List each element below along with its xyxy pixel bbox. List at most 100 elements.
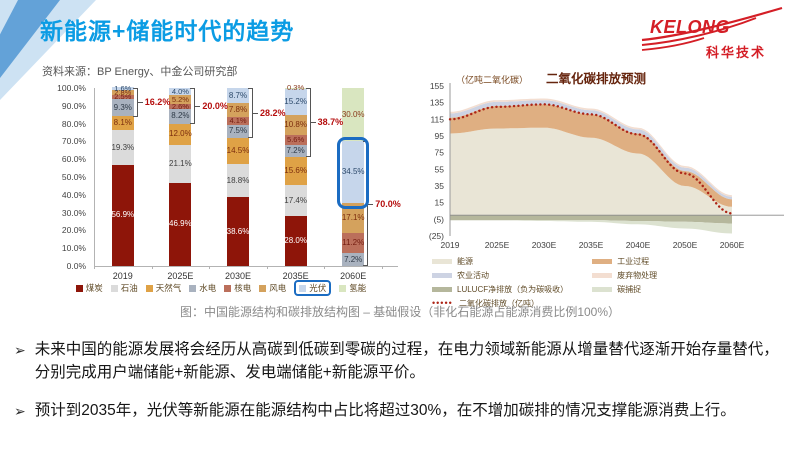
bar-segment-label: 18.8%: [226, 175, 250, 185]
bracket-percent-label: 20.0%: [202, 100, 228, 111]
bracket-connector: [137, 102, 143, 104]
co2-forecast-area-chart: 155 135 115 95 75 55 35 15 (5) (25) 2019 2025E 2030E…: [404, 70, 796, 309]
bracket-percent-label: 70.0%: [375, 198, 401, 209]
kelong-logo-graphic: KELONG 科华技术: [641, 6, 783, 60]
arrow-bullet-icon: ➢: [14, 402, 26, 419]
bar-segment-核电: 4.1%: [227, 117, 249, 125]
bar-segment-天然气: 14.5%: [227, 138, 249, 164]
bracket-connector: [195, 105, 201, 107]
bullet-text: 预计到2035年，光伏等新能源在能源结构中占比将超过30%，在不增加碳排的情况支…: [34, 401, 736, 419]
source-note: 资料来源：BP Energy、中金公司研究部: [42, 66, 238, 78]
energy-structure-bar-chart: 0.0% 10.0% 20.0% 30.0% 40.0% 50.0% 60.0% 70.0% 8…: [36, 78, 406, 304]
y-axis-tick-label: 75: [435, 148, 445, 158]
bar-segment-label: 12.0%: [169, 129, 192, 139]
bar-segment-label: 5.2%: [171, 94, 189, 104]
bar-segment-label: 7.2%: [286, 146, 305, 155]
bar-segment-水电: 8.2%: [169, 109, 192, 124]
bar-segment-label: 7.5%: [228, 126, 248, 136]
bar-segment-石油: 19.3%: [111, 130, 134, 165]
bracket-hook: [305, 155, 310, 157]
legend-item-碳捕捉: 碳捕捉: [592, 284, 657, 295]
bar-segment-label: 9.3%: [113, 102, 132, 112]
bar-segment-label: 15.2%: [284, 96, 307, 106]
legend-item-工业过程: 工业过程: [592, 256, 657, 267]
legend-label: 核电: [234, 283, 252, 293]
bullet-item: ➢ 预计到2035年，光伏等新能源在能源结构中占比将超过30%，在不增加碳排的情…: [14, 399, 790, 422]
bar-segment-风电: 10.8%: [284, 115, 307, 135]
area-series-能源: [450, 127, 732, 216]
y-axis-tick-label: 30.0%: [61, 207, 86, 218]
y-axis-tick-label: 35: [435, 181, 445, 191]
bracket-hook: [132, 115, 137, 117]
legend-swatch-icon: [592, 287, 613, 292]
legend-swatch-icon: [432, 259, 452, 264]
legend-swatch-icon: [224, 284, 232, 292]
legend-swatch-icon: [592, 273, 613, 278]
legend-label: 氢能: [349, 283, 367, 293]
x-axis-tick-label: 2019: [441, 240, 460, 250]
y-axis-unit-label: （亿吨二氧化碳）: [456, 74, 528, 85]
x-axis-tick-label: 2040E: [626, 240, 651, 250]
y-axis-tick-label: 80.0%: [61, 118, 86, 129]
bar-segment-label: 11.2%: [342, 238, 365, 248]
x-axis-line: [94, 266, 398, 267]
legend-item-LULUCF净排放（负为碳吸收）: LULUCF净排放（负为碳吸收）: [432, 284, 568, 295]
legend-label: 风电: [269, 283, 287, 293]
bar-segment-label: 46.9%: [169, 219, 192, 229]
bracket-line: [136, 88, 138, 117]
logo-brand-text: KELONG: [650, 17, 730, 37]
y-axis-tick-label: 70.0%: [61, 136, 86, 147]
solar-highlight-box: [337, 137, 370, 210]
kelong-logo: KELONG 科华技术: [636, 6, 786, 62]
bracket-hook: [190, 122, 195, 124]
legend-label: 废弃物处理: [617, 271, 658, 280]
logo-subbrand-text: 科华技术: [706, 45, 766, 60]
bar-segment-label: 15.6%: [284, 166, 307, 176]
legend-swatch-icon: [145, 284, 153, 292]
area-series-工业过程: [450, 104, 732, 207]
figure-caption: 图：中国能源结构和碳排放结构图 – 基础假设（非化石能源占能源消费比例100%）: [179, 305, 621, 319]
bar-segment-label: 30.0%: [341, 109, 365, 119]
arrow-bullet-icon: ➢: [14, 342, 26, 358]
y-axis-tick-label: 135: [430, 98, 444, 108]
x-axis-tick: [324, 266, 326, 269]
legend-label: 农业活动: [457, 271, 489, 280]
bar-segment-label: 56.9%: [111, 210, 135, 220]
bracket-percent-label: 38.7%: [317, 117, 344, 128]
legend-item-核电: 核电: [224, 282, 251, 294]
y-axis-tick-label: 10.0%: [61, 243, 86, 254]
x-axis-tick-label: 2035E: [579, 240, 604, 250]
dotted-line-swatch-icon: •••••: [432, 298, 453, 308]
x-axis-tick-label: 2025E: [485, 240, 510, 250]
x-axis-category-label: 2060E: [340, 271, 367, 281]
bar-segment-label: 17.4%: [284, 195, 307, 205]
y-axis-tick-label: 60.0%: [61, 154, 86, 165]
legend-label: 能源: [457, 257, 473, 266]
legend-swatch-icon: [259, 284, 267, 292]
area-series-LULUCF净排放（负为碳吸收）: [450, 215, 732, 224]
bar-segment-风电: 7.8%: [227, 103, 249, 118]
bar-segment-label: 38.6%: [226, 226, 250, 236]
logo-swoosh-icon: [641, 17, 757, 46]
bracket-hook: [363, 265, 368, 266]
x-axis-category-label: 2019: [112, 271, 133, 281]
co2-chart-svg: 155 135 115 95 75 55 35 15 (5) (25)2019 2025E 2030E…: [429, 71, 784, 250]
y-axis-tick-label: 100.0%: [57, 83, 86, 93]
legend-item-氢能: 氢能: [339, 282, 366, 294]
bar-segment-煤炭: 56.9%: [111, 164, 135, 266]
y-axis-line: [94, 88, 95, 266]
legend-label: 碳捕捉: [617, 285, 642, 294]
bullet-list: ➢ 未来中国的能源发展将会经历从高碳到低碳到零碳的过程，在电力领域新能源从增量替…: [14, 338, 790, 436]
bar-segment-核电: 2.6%: [169, 103, 192, 110]
legend-column: 工业过程废弃物处理碳捕捉: [592, 256, 657, 309]
bar-segment-光伏: 15.2%: [284, 88, 307, 116]
legend-swatch-icon: [339, 284, 347, 292]
legend-label: 煤炭: [85, 283, 103, 293]
legend-item-highlighted-光伏: 光伏: [294, 280, 332, 296]
y-axis-tick-label: 155: [430, 81, 444, 91]
x-axis-tick: [94, 266, 95, 269]
bar-segment-石油: 17.4%: [284, 185, 307, 217]
co2-chart-title: 二氧化碳排放预测: [546, 71, 646, 86]
legend-item-农业活动: 农业活动: [432, 270, 568, 281]
bar-segment-氢能: 0.3%: [284, 84, 307, 91]
